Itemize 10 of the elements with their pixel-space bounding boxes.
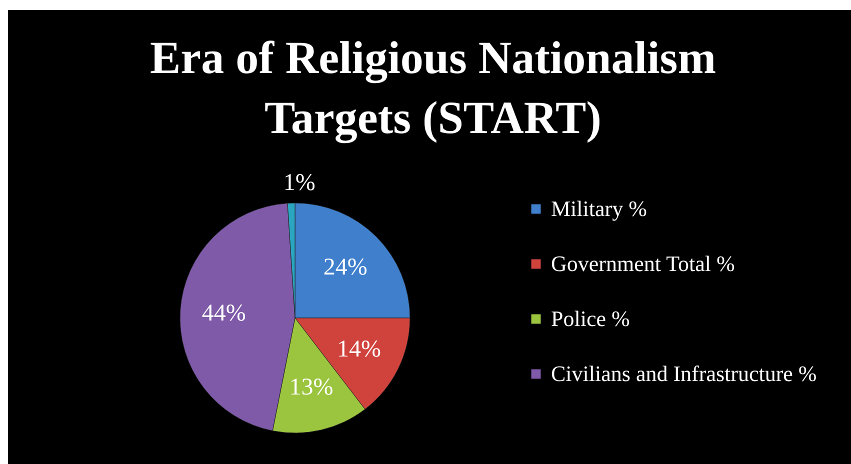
data-label: 44% [202,300,246,326]
data-label: 1% [283,170,316,196]
data-label: 14% [336,336,381,363]
legend-label: Government Total % [551,251,735,276]
data-label: 24% [323,254,368,281]
legend-label: Military % [551,196,647,221]
legend-label: Police % [551,306,630,331]
data-label: 13% [289,374,334,400]
chart-title: Era of Religious Nationalism Targets (START) [148,31,718,146]
legend-label: Civilians and Infrastructure % [551,361,817,386]
